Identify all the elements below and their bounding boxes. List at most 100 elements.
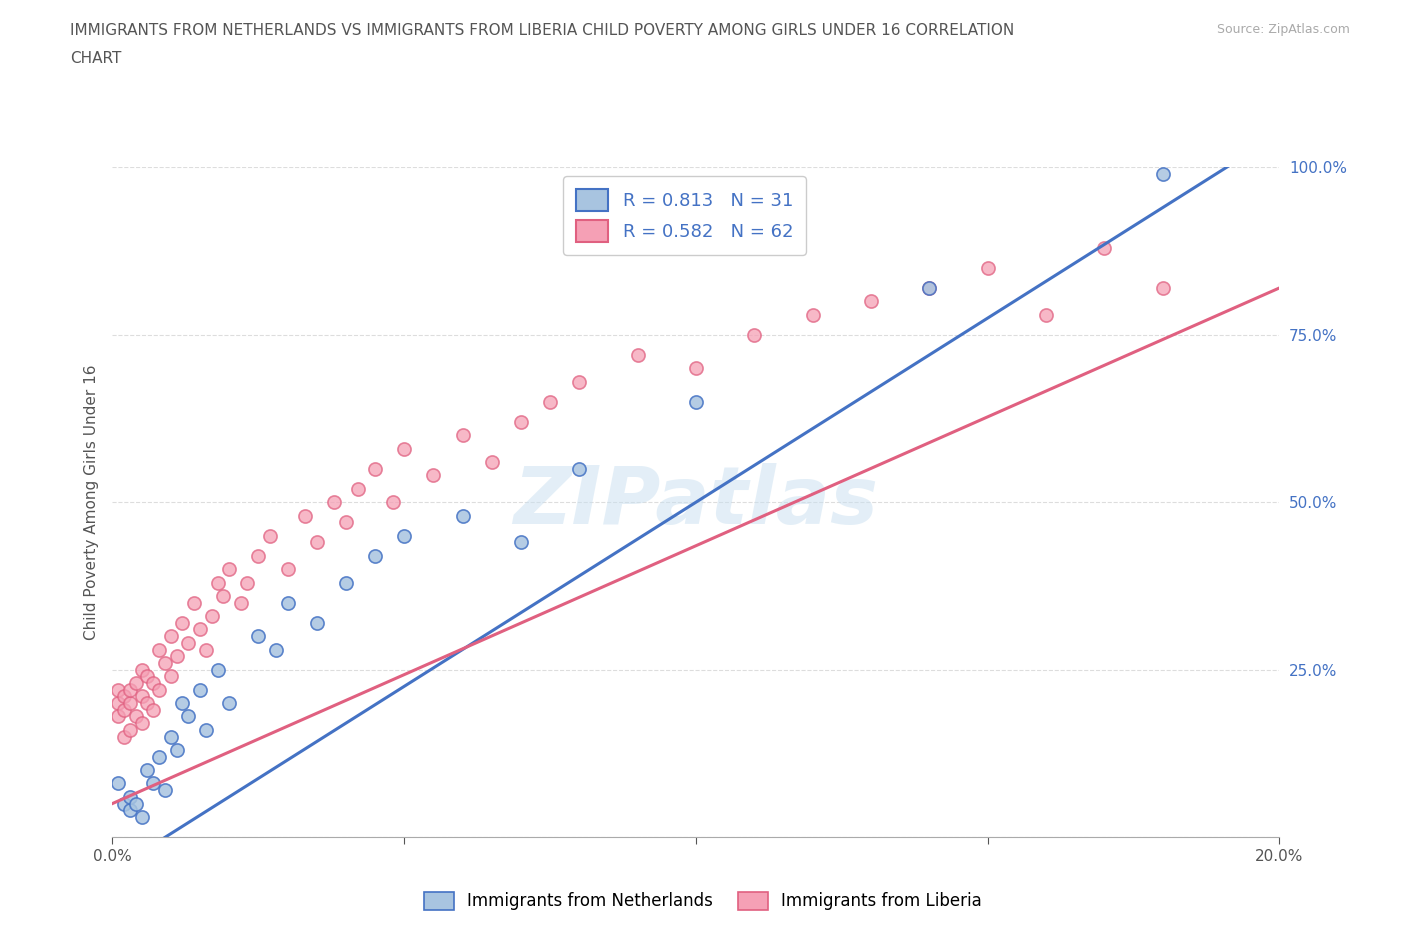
Point: [118, 803, 141, 817]
Point: [125, 796, 148, 811]
Point: [131, 689, 153, 704]
Point: [276, 595, 298, 610]
Point: [188, 622, 211, 637]
Point: [148, 750, 170, 764]
Point: [112, 702, 135, 717]
Point: [172, 616, 194, 631]
Point: [136, 669, 159, 684]
Point: [194, 642, 217, 657]
Point: [160, 629, 183, 644]
Point: [107, 776, 129, 790]
Point: [364, 549, 387, 564]
Point: [1092, 240, 1115, 255]
Point: [212, 589, 235, 604]
Point: [118, 723, 141, 737]
Point: [323, 495, 346, 510]
Point: [118, 683, 141, 698]
Point: [381, 495, 404, 510]
Point: [148, 683, 170, 698]
Point: [247, 549, 270, 564]
Point: [229, 595, 252, 610]
Point: [160, 669, 183, 684]
Point: [451, 428, 474, 443]
Point: [1152, 281, 1174, 296]
Point: [142, 776, 165, 790]
Point: [107, 709, 129, 724]
Point: [153, 783, 176, 798]
Point: [235, 575, 257, 590]
Point: [976, 260, 998, 275]
Point: [136, 696, 159, 711]
Point: [142, 702, 165, 717]
Point: [201, 608, 224, 623]
Point: [451, 508, 474, 523]
Point: [294, 508, 316, 523]
Text: CHART: CHART: [70, 51, 122, 66]
Point: [568, 374, 591, 389]
Point: [131, 716, 153, 731]
Point: [801, 307, 824, 322]
Y-axis label: Child Poverty Among Girls Under 16: Child Poverty Among Girls Under 16: [83, 365, 98, 640]
Point: [172, 696, 194, 711]
Point: [112, 796, 135, 811]
Point: [346, 482, 368, 497]
Text: Source: ZipAtlas.com: Source: ZipAtlas.com: [1216, 23, 1350, 36]
Point: [166, 649, 188, 664]
Point: [918, 281, 941, 296]
Point: [107, 696, 129, 711]
Point: [247, 629, 270, 644]
Point: [305, 616, 328, 631]
Point: [538, 394, 561, 409]
Point: [685, 394, 707, 409]
Point: [107, 683, 129, 698]
Legend: R = 0.813   N = 31, R = 0.582   N = 62: R = 0.813 N = 31, R = 0.582 N = 62: [562, 177, 806, 255]
Point: [1035, 307, 1057, 322]
Point: [160, 729, 183, 744]
Point: [218, 696, 240, 711]
Point: [112, 689, 135, 704]
Point: [188, 683, 211, 698]
Point: [131, 662, 153, 677]
Point: [685, 361, 707, 376]
Point: [259, 528, 281, 543]
Point: [207, 662, 229, 677]
Point: [1152, 166, 1174, 181]
Point: [626, 348, 648, 363]
Legend: Immigrants from Netherlands, Immigrants from Liberia: Immigrants from Netherlands, Immigrants …: [418, 885, 988, 917]
Point: [125, 709, 148, 724]
Point: [112, 729, 135, 744]
Point: [118, 790, 141, 804]
Point: [568, 461, 591, 476]
Point: [481, 455, 503, 470]
Point: [509, 535, 531, 550]
Point: [422, 468, 444, 483]
Point: [276, 562, 298, 577]
Point: [183, 595, 205, 610]
Point: [305, 535, 328, 550]
Point: [335, 575, 357, 590]
Point: [142, 675, 165, 690]
Point: [153, 656, 176, 671]
Point: [859, 294, 883, 309]
Point: [118, 696, 141, 711]
Point: [136, 763, 159, 777]
Point: [177, 709, 200, 724]
Point: [742, 327, 765, 342]
Text: IMMIGRANTS FROM NETHERLANDS VS IMMIGRANTS FROM LIBERIA CHILD POVERTY AMONG GIRLS: IMMIGRANTS FROM NETHERLANDS VS IMMIGRANT…: [70, 23, 1015, 38]
Text: ZIPatlas: ZIPatlas: [513, 463, 879, 541]
Point: [194, 723, 217, 737]
Point: [125, 675, 148, 690]
Point: [509, 415, 531, 430]
Point: [218, 562, 240, 577]
Point: [177, 635, 200, 650]
Point: [918, 281, 941, 296]
Point: [335, 515, 357, 530]
Point: [264, 642, 287, 657]
Point: [364, 461, 387, 476]
Point: [392, 528, 416, 543]
Point: [131, 809, 153, 824]
Point: [148, 642, 170, 657]
Point: [207, 575, 229, 590]
Point: [166, 742, 188, 757]
Point: [392, 441, 416, 456]
